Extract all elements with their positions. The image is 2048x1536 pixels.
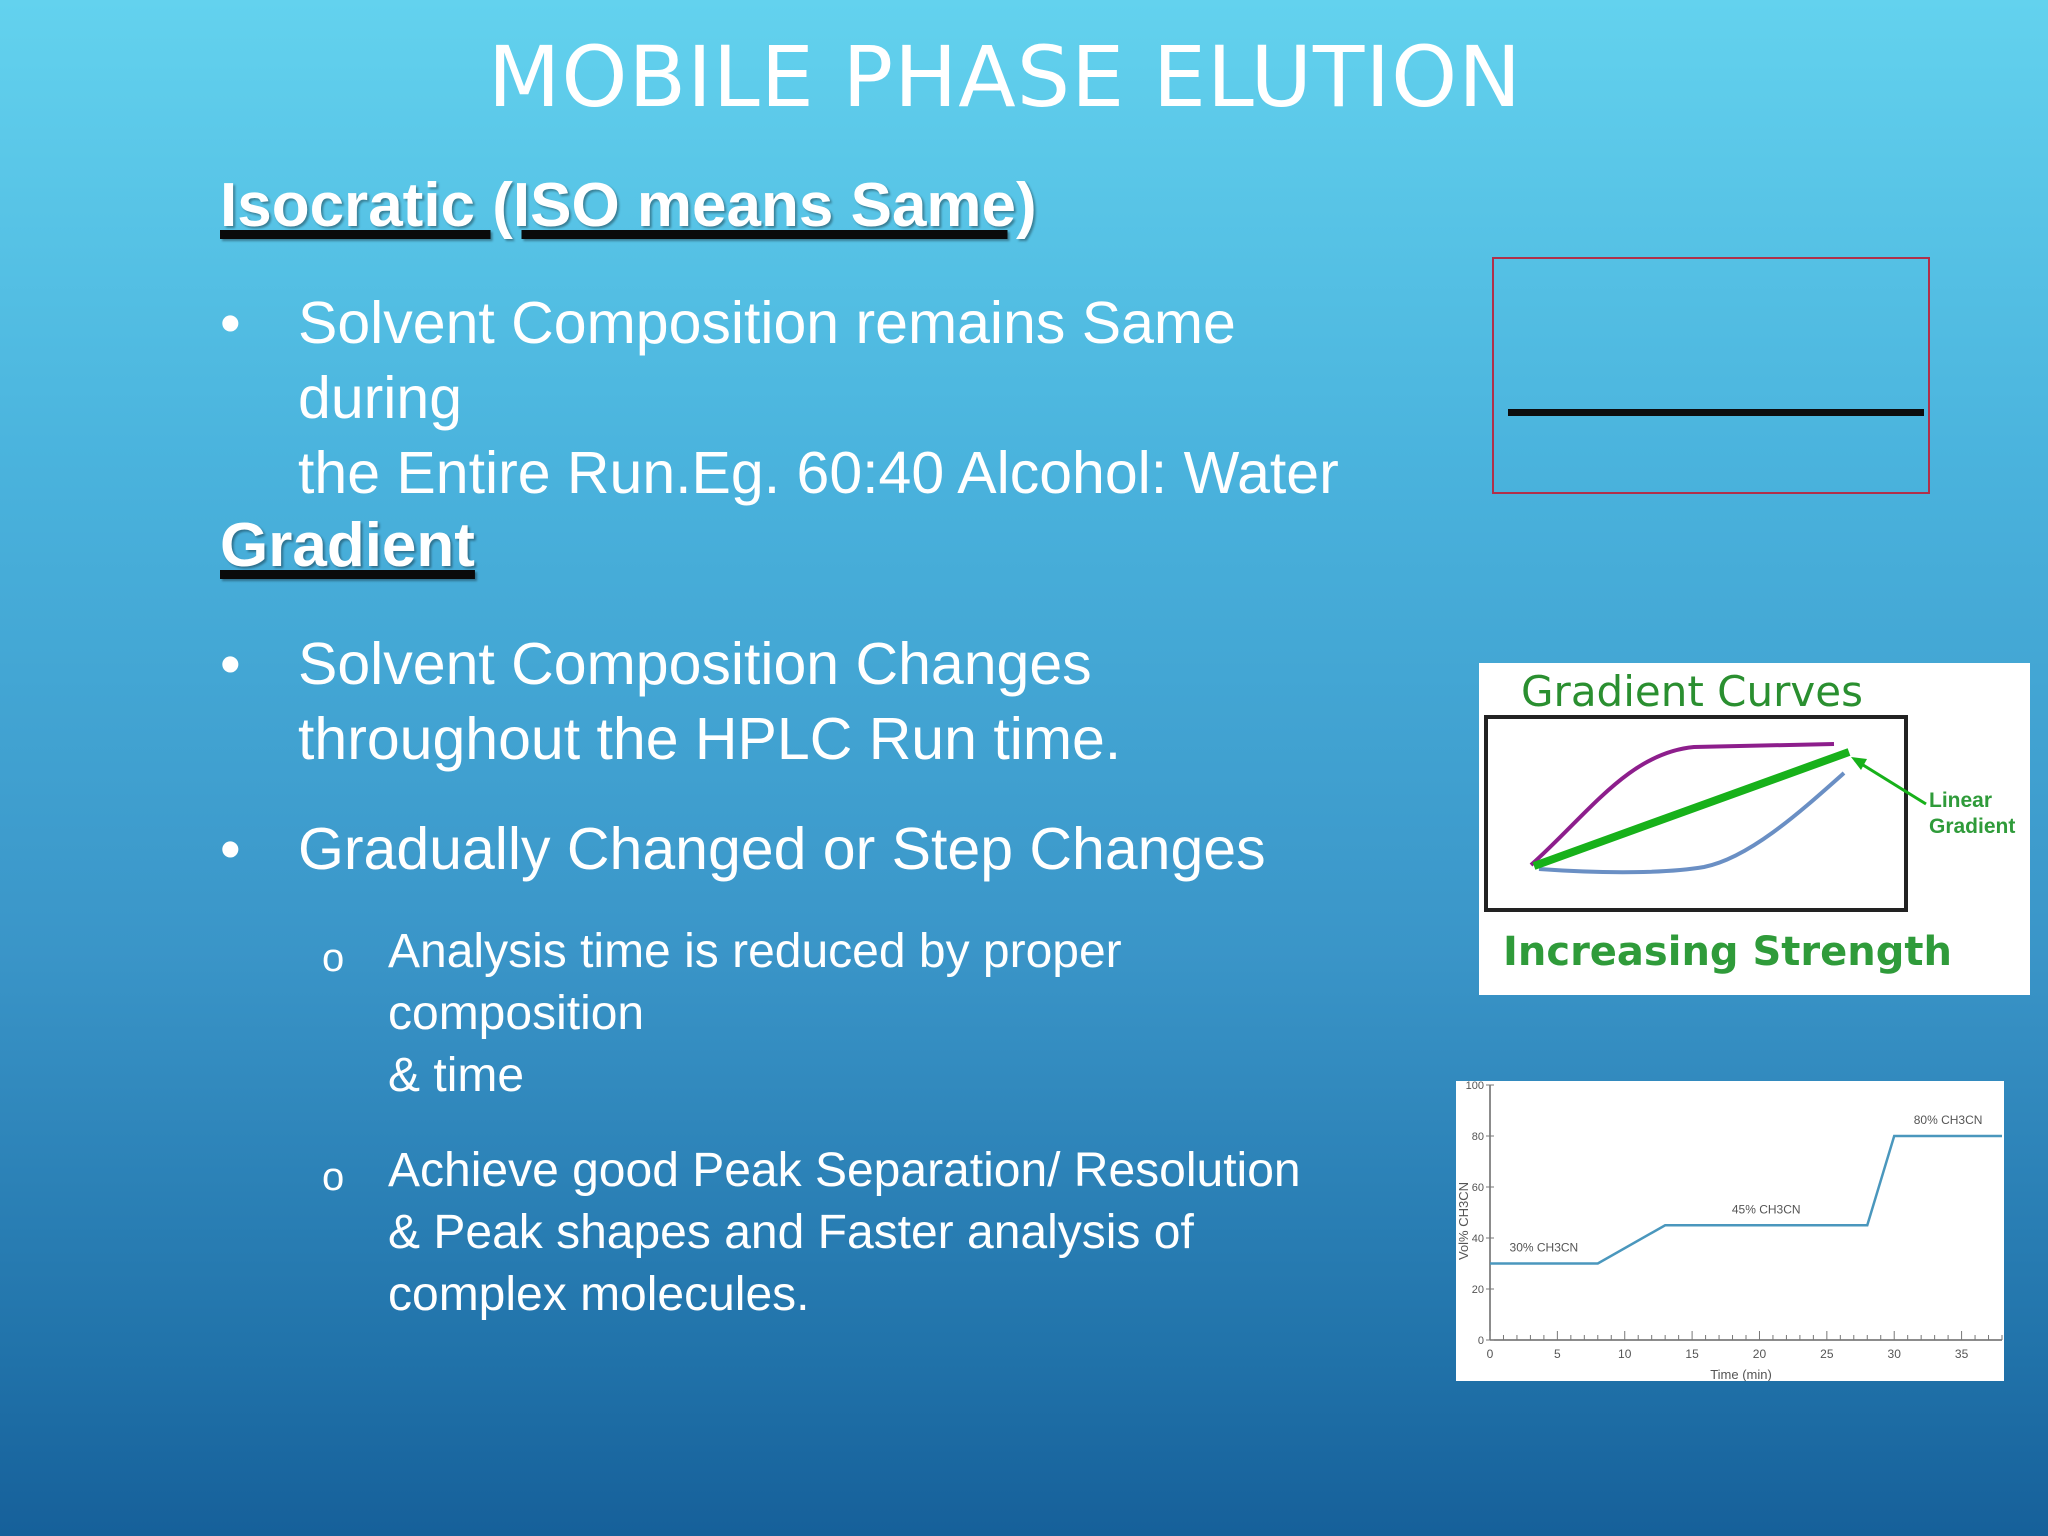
step-annotation: 80% CH3CN bbox=[1914, 1113, 1983, 1127]
isocratic-figure bbox=[1492, 257, 1930, 494]
sub-bullet-mark: o bbox=[322, 1155, 345, 1199]
sub-bullet-line: composition bbox=[388, 987, 645, 1040]
sub-bullet-line: Analysis time is reduced by proper bbox=[388, 925, 1122, 978]
gradient-plot-frame bbox=[1484, 715, 1908, 912]
sub-bullet-line: complex molecules. bbox=[388, 1268, 810, 1321]
isocratic-heading: Isocratic (ISO means Same) bbox=[220, 171, 1037, 240]
x-tick-label: 30 bbox=[1888, 1347, 1902, 1361]
x-axis-label: Time (min) bbox=[1710, 1367, 1772, 1381]
bullet-line: throughout the HPLC Run time. bbox=[298, 706, 1122, 772]
y-tick-label: 0 bbox=[1478, 1335, 1484, 1347]
y-tick-label: 40 bbox=[1472, 1233, 1484, 1245]
y-tick-label: 20 bbox=[1472, 1284, 1484, 1296]
sub-bullet-line: & time bbox=[388, 1049, 525, 1102]
sub-bullet-line: Achieve good Peak Separation/ Resolution bbox=[388, 1144, 1301, 1197]
y-tick-label: 80 bbox=[1472, 1131, 1484, 1143]
slide-title: MOBILE PHASE ELUTION bbox=[487, 28, 1523, 126]
bullet-mark: • bbox=[220, 631, 241, 697]
y-axis-label: Vol% CH3CN bbox=[1456, 1182, 1471, 1260]
bullet-text: Gradually Changed or Step Changes bbox=[298, 812, 1266, 887]
isocratic-flat-line bbox=[1508, 409, 1924, 416]
bullet-mark: • bbox=[220, 816, 241, 882]
bullet-line: Gradually Changed or Step Changes bbox=[298, 816, 1266, 882]
convex-gradient-curve bbox=[1529, 742, 1835, 867]
y-tick-label: 60 bbox=[1472, 1182, 1484, 1194]
step-annotation: 45% CH3CN bbox=[1732, 1202, 1801, 1216]
x-tick-label: 0 bbox=[1487, 1347, 1494, 1361]
x-tick-label: 10 bbox=[1618, 1347, 1632, 1361]
increasing-strength-label: Increasing Strength bbox=[1503, 929, 1952, 975]
sub-bullet-text: Achieve good Peak Separation/ Resolution… bbox=[388, 1140, 1301, 1326]
x-tick-label: 15 bbox=[1685, 1347, 1699, 1361]
x-tick-label: 35 bbox=[1955, 1347, 1969, 1361]
bullet-line: Solvent Composition Changes bbox=[298, 631, 1092, 697]
gradient-figure-title: Gradient Curves bbox=[1521, 667, 1863, 716]
arrow-label-line1: Linear bbox=[1929, 789, 1992, 812]
x-tick-label: 20 bbox=[1753, 1347, 1767, 1361]
bullet-line: Solvent Composition remains Same bbox=[298, 290, 1236, 356]
x-tick-label: 25 bbox=[1820, 1347, 1834, 1361]
step-series-line bbox=[1490, 1134, 2002, 1265]
sub-bullet-mark: o bbox=[322, 936, 345, 980]
bullet-line: during bbox=[298, 365, 463, 431]
y-tick-label: 100 bbox=[1466, 1081, 1484, 1092]
bullet-text: Solvent Composition remains Same during … bbox=[298, 286, 1339, 511]
bullet-line: the Entire Run.Eg. 60:40 Alcohol: Water bbox=[298, 440, 1339, 506]
gradient-curves-figure: Gradient Curves Linear Gradient Increasi… bbox=[1479, 663, 2030, 995]
gradient-curves-svg: Gradient Curves Linear Gradient Increasi… bbox=[1484, 667, 2015, 975]
linear-gradient-arrow bbox=[1854, 758, 1927, 806]
concave-gradient-curve bbox=[1538, 771, 1846, 875]
bullet-mark: • bbox=[220, 290, 241, 356]
step-gradient-chart: Vol% CH3CN Time (min) 0 5 10 15 20 25 30 35 0 20 4… bbox=[1456, 1081, 2004, 1381]
sub-bullet-text: Analysis time is reduced by proper compo… bbox=[388, 921, 1122, 1107]
sub-bullet-line: & Peak shapes and Faster analysis of bbox=[388, 1206, 1194, 1259]
bullet-text: Solvent Composition Changes throughout t… bbox=[298, 627, 1121, 777]
step-chart-svg: Vol% CH3CN Time (min) 0 5 10 15 20 25 30 35 0 20 4… bbox=[1456, 1081, 2003, 1381]
step-annotation: 30% CH3CN bbox=[1510, 1241, 1579, 1255]
x-tick-label: 5 bbox=[1554, 1347, 1561, 1361]
gradient-heading: Gradient bbox=[220, 511, 475, 580]
arrowhead-icon bbox=[1851, 757, 1867, 770]
arrow-label-line2: Gradient bbox=[1929, 815, 2015, 838]
linear-gradient-line bbox=[1532, 748, 1851, 870]
